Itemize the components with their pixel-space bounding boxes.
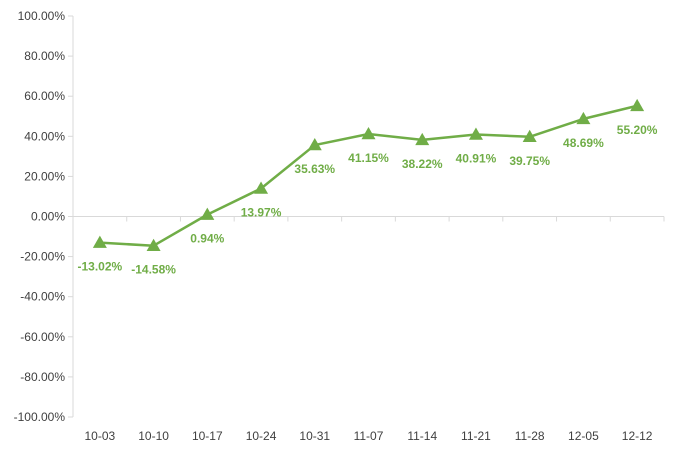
data-label: 55.20% bbox=[617, 123, 658, 137]
data-point-marker bbox=[254, 181, 269, 194]
data-point-marker bbox=[361, 126, 376, 140]
x-tick-label: 11-28 bbox=[515, 429, 545, 443]
x-tick-label: 10-03 bbox=[85, 429, 116, 443]
y-tick-label: -100.00% bbox=[14, 410, 66, 424]
y-tick-label: 20.00% bbox=[24, 169, 65, 183]
x-tick-label: 10-10 bbox=[138, 429, 169, 443]
x-tick-label: 12-12 bbox=[622, 429, 653, 443]
data-point-marker bbox=[307, 138, 322, 151]
x-tick-label: 11-07 bbox=[354, 429, 384, 443]
data-label: -13.02% bbox=[78, 260, 123, 274]
data-label: 0.94% bbox=[190, 232, 224, 246]
data-point-marker bbox=[576, 111, 591, 125]
x-tick-label: 11-14 bbox=[407, 429, 437, 443]
axes-layer: 100.00% 80.00% 60.00% 40.00% 20.00% 0.00% -20.… bbox=[14, 9, 665, 443]
y-tick-label: 60.00% bbox=[24, 89, 65, 103]
data-point-marker bbox=[522, 129, 537, 143]
data-point-marker bbox=[92, 235, 107, 248]
data-label: 41.15% bbox=[348, 151, 389, 165]
y-tick-label: 100.00% bbox=[18, 9, 66, 23]
y-tick-label: -80.00% bbox=[20, 370, 65, 384]
x-tick-label: 12-05 bbox=[568, 429, 599, 443]
data-label: 35.63% bbox=[294, 162, 335, 176]
data-label: -14.58% bbox=[131, 263, 176, 277]
series-layer bbox=[92, 98, 645, 251]
data-point-marker bbox=[415, 132, 430, 146]
data-point-marker bbox=[630, 98, 645, 112]
y-tick-label: -20.00% bbox=[20, 250, 65, 264]
data-label: 39.75% bbox=[509, 154, 550, 168]
data-label: 48.69% bbox=[563, 136, 604, 150]
y-tick-label: 80.00% bbox=[24, 49, 65, 63]
x-tick-label: 10-24 bbox=[246, 429, 277, 443]
x-tick-label: 10-17 bbox=[192, 429, 223, 443]
data-label: 13.97% bbox=[241, 205, 282, 219]
data-point-marker bbox=[146, 238, 161, 251]
x-tick-label: 11-21 bbox=[461, 429, 491, 443]
data-label: 38.22% bbox=[402, 157, 443, 171]
y-tick-label: -40.00% bbox=[20, 290, 65, 304]
series-line bbox=[99, 104, 638, 247]
y-tick-label: -60.00% bbox=[20, 330, 65, 344]
y-tick-label: 40.00% bbox=[24, 129, 65, 143]
data-labels-layer: -13.02% -14.58% 0.94% 13.97% 35.63% 41.15% 38.… bbox=[78, 123, 658, 277]
y-tick-label: 0.00% bbox=[31, 210, 65, 224]
data-point-marker bbox=[200, 207, 215, 220]
x-tick-label: 10-31 bbox=[299, 429, 330, 443]
data-point-marker bbox=[468, 127, 483, 140]
data-label: 40.91% bbox=[456, 151, 497, 165]
